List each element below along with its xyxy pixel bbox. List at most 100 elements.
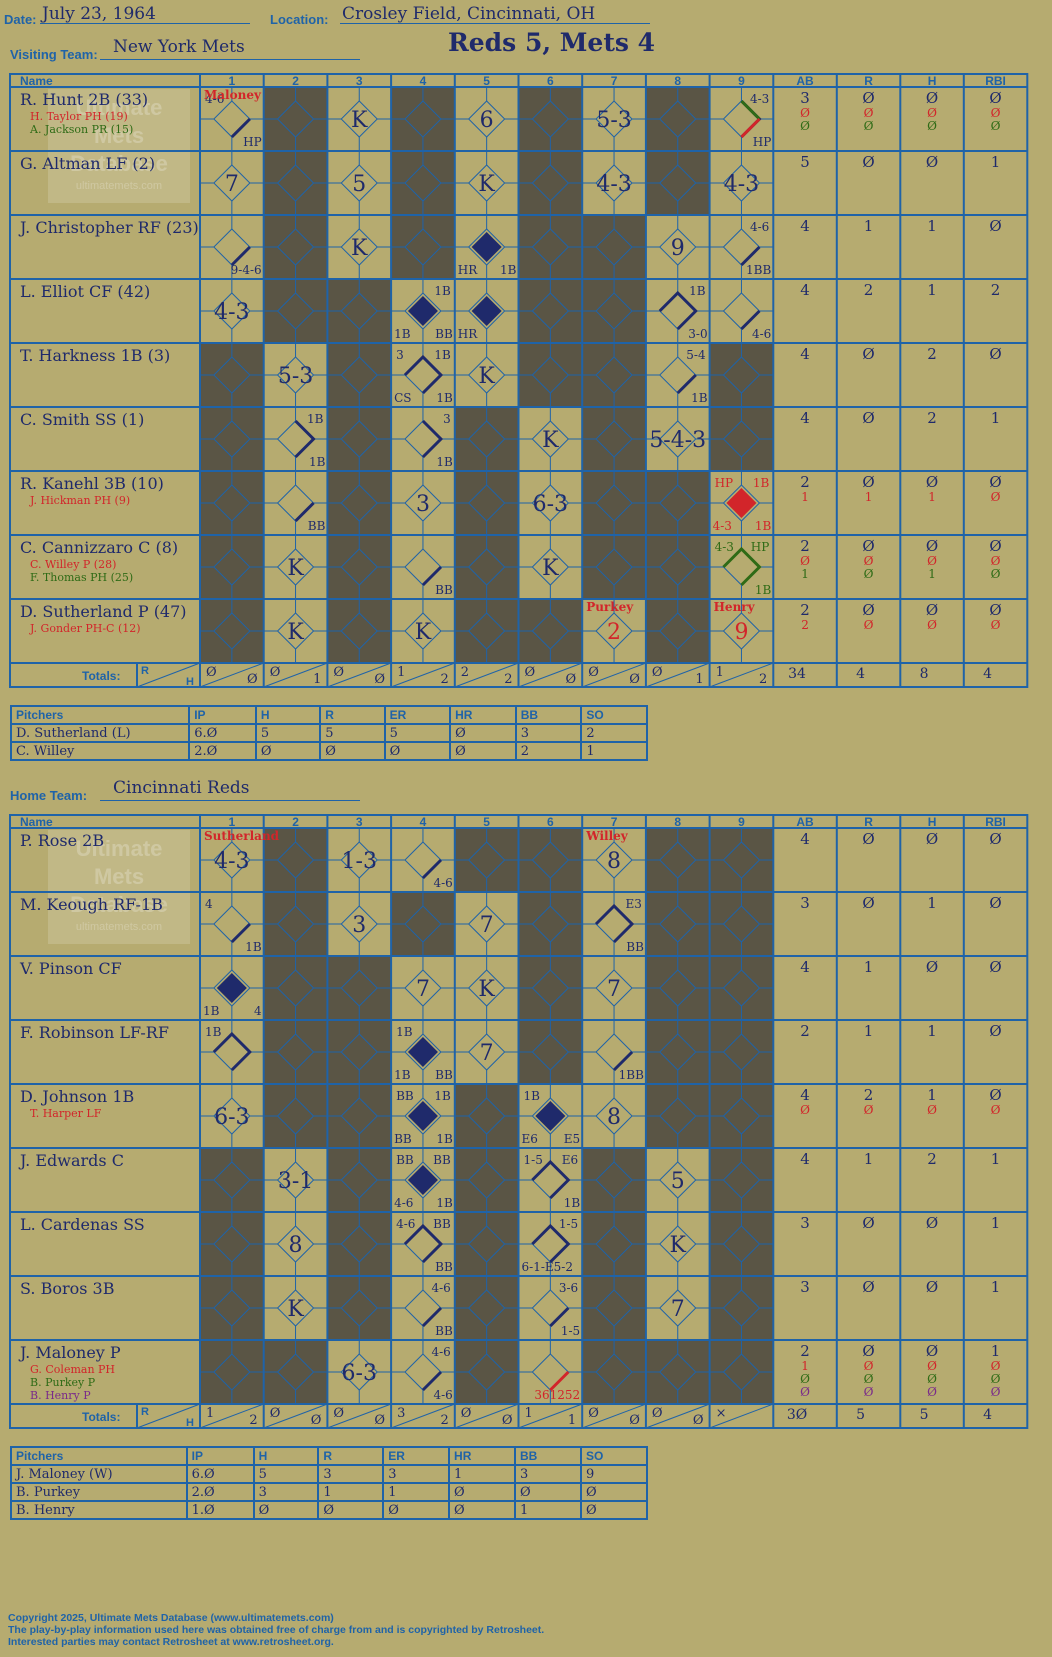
stat-rbi: 1 xyxy=(991,1214,1001,1232)
play-note: 1B xyxy=(434,284,451,298)
stat-ab: Ø xyxy=(800,106,810,120)
stat-ab: 4 xyxy=(800,217,810,235)
play-result: K xyxy=(478,364,495,389)
stat-h: 2 xyxy=(927,345,937,363)
totals-h-label: H xyxy=(186,676,194,688)
inning-hits: Ø xyxy=(374,1413,385,1428)
batter-name: P. Rose 2B xyxy=(20,831,104,850)
inning-header: 3 xyxy=(356,815,363,829)
play-note: 1B xyxy=(436,455,453,469)
pitching-header: HR xyxy=(448,1446,517,1466)
home-base-diamond xyxy=(595,905,633,943)
batter-name: J. Christopher RF (23) xyxy=(18,218,199,237)
play-result: 4-3 xyxy=(214,849,249,874)
pitcher-name: D. Sutherland (L) xyxy=(9,723,191,743)
inning-hits: Ø xyxy=(247,672,258,687)
total-rbi: 4 xyxy=(983,666,992,682)
play-note: 1B xyxy=(307,412,324,426)
visitor-base-diamond xyxy=(404,356,442,394)
substitute-name: B. Purkey P xyxy=(30,1376,96,1389)
home-base-diamond xyxy=(531,1161,570,1199)
play-note: 3 xyxy=(443,412,451,426)
play-result: K xyxy=(287,620,304,645)
home-base-diamond xyxy=(404,1353,442,1391)
play-note: E6 xyxy=(562,1153,578,1167)
stat-ab: Ø xyxy=(800,1103,810,1117)
stat-r: Ø xyxy=(864,567,874,581)
play-note: 1B xyxy=(394,327,411,341)
play-note: HP xyxy=(751,540,770,554)
play-note: 1B xyxy=(436,1196,453,1210)
stat-rbi: Ø xyxy=(991,1385,1001,1399)
game-date: July 23, 1964 xyxy=(42,4,156,24)
pitcher-change-mark: Maloney xyxy=(204,88,262,102)
play-note: 6-1-E5-2 xyxy=(522,1260,573,1274)
inning-runs: 1 xyxy=(206,1406,214,1421)
run-scored-diamond xyxy=(216,973,247,1003)
inning-runs: Ø xyxy=(652,665,663,680)
stat-h: Ø xyxy=(927,1385,937,1399)
inning-hits: 1 xyxy=(568,1413,576,1428)
pitcher-row: B. Henry 1.Ø Ø Ø Ø Ø 1 Ø xyxy=(10,1500,649,1520)
play-result: 6-3 xyxy=(214,1105,249,1130)
stat-h: Ø xyxy=(926,1342,938,1360)
inning-runs: Ø xyxy=(270,1406,281,1421)
pitcher-er: 5 xyxy=(383,723,452,743)
stat-rbi: Ø xyxy=(989,958,1001,976)
stat-rbi: Ø xyxy=(991,1372,1001,1386)
play-note: BB xyxy=(396,1153,414,1167)
inning-runs: 3 xyxy=(397,1406,405,1421)
home-scorecard: Ultimate Mets Database ultimatemets.com Name… xyxy=(9,814,1029,1429)
stat-h: 1 xyxy=(928,567,936,581)
pitcher-name: J. Maloney (W) xyxy=(10,1464,188,1484)
visitor-base-diamond xyxy=(722,100,761,138)
play-result: 6 xyxy=(480,108,494,133)
batter-name: G. Altman LF (2) xyxy=(20,154,155,173)
play-note: BB xyxy=(433,1153,451,1167)
play-result: K xyxy=(542,428,559,453)
totals-r-label: R xyxy=(141,665,149,677)
inning-header: 6 xyxy=(547,815,554,829)
stat-ab: 2 xyxy=(801,618,809,632)
watermark-line: Mets xyxy=(94,123,144,148)
play-note: 1B xyxy=(524,1089,541,1103)
inning-hits: Ø xyxy=(311,1413,322,1428)
batter-name: T. Harkness 1B (3) xyxy=(20,346,170,365)
inning-hits: 2 xyxy=(504,672,512,687)
stat-rbi: Ø xyxy=(989,89,1001,107)
basepath xyxy=(294,501,315,523)
pitcher-hr: Ø xyxy=(449,741,517,761)
stat-rbi: Ø xyxy=(991,490,1001,504)
stat-ab: Ø xyxy=(800,554,810,568)
stat-r: Ø xyxy=(862,89,874,107)
play-note: 1B xyxy=(205,1025,222,1039)
stat-ab: 4 xyxy=(800,1086,810,1104)
stat-rbi: Ø xyxy=(989,1086,1001,1104)
watermark-line: Mets xyxy=(94,864,144,889)
total-ab: 3Ø xyxy=(787,1407,807,1423)
inning-header: 4 xyxy=(420,815,427,829)
play-result: 1-3 xyxy=(342,849,377,874)
stat-h: Ø xyxy=(927,119,937,133)
inning-hits: Ø xyxy=(693,1413,704,1428)
play-result: 8 xyxy=(607,1105,621,1130)
location-label: Location: xyxy=(270,12,329,27)
play-note: 4-6 xyxy=(431,1345,450,1359)
inning-hits: Ø xyxy=(629,672,640,687)
run-scored-diamond xyxy=(535,1101,566,1131)
visiting-team-name: New York Mets xyxy=(113,37,245,57)
play-note: BB xyxy=(435,327,453,341)
stat-ab: 1 xyxy=(801,567,809,581)
pitching-header: HR xyxy=(449,705,517,725)
inning-hits: 2 xyxy=(759,672,767,687)
pitcher-so: 2 xyxy=(580,723,648,743)
total-h: 5 xyxy=(920,1407,929,1423)
batter-name: L. Elliot CF (42) xyxy=(20,282,150,301)
play-note: BB xyxy=(435,1068,453,1082)
play-result: K xyxy=(670,1233,687,1258)
play-result: K xyxy=(351,236,368,261)
pitching-header: H xyxy=(254,705,322,725)
stat-rbi: Ø xyxy=(989,217,1001,235)
inning-runs: 1 xyxy=(716,665,724,680)
play-result: 7 xyxy=(416,977,430,1002)
